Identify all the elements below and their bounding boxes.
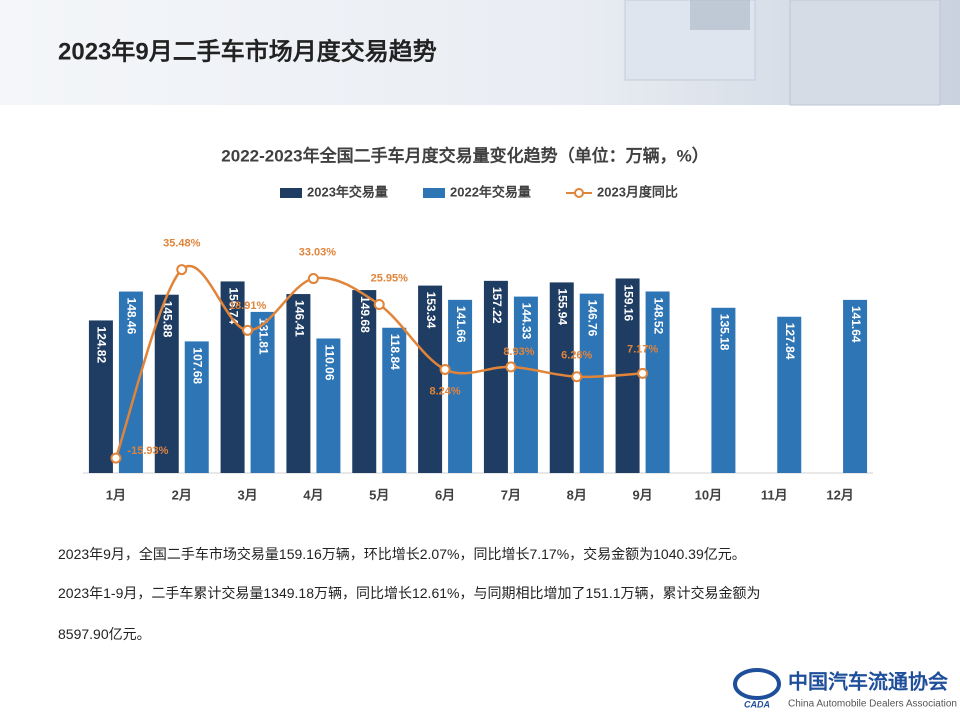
bar (645, 291, 670, 473)
line-value-label: 33.03% (299, 246, 337, 258)
header-cube (690, 0, 750, 30)
paragraph: 8597.90亿元。 (58, 626, 151, 642)
x-tick-label: 3月 (237, 487, 257, 502)
line-value-label: 8.24% (429, 385, 460, 397)
footer-logo-text: CADA (744, 699, 770, 709)
bar (483, 280, 508, 473)
line-value-label: 25.95% (371, 272, 409, 284)
legend-swatch (423, 188, 445, 198)
x-tick-label: 10月 (695, 487, 722, 502)
paragraph: 2023年9月，全国二手车市场交易量159.16万辆，环比增长2.07%，同比增… (58, 546, 746, 562)
line-marker (242, 324, 254, 336)
bar-value-label: 107.68 (191, 347, 205, 384)
bar-value-label: 148.46 (125, 298, 139, 335)
bar (549, 282, 574, 473)
bar (843, 299, 868, 473)
footer-name-en: China Automobile Dealers Association (788, 699, 957, 710)
legend-label: 2022年交易量 (450, 184, 531, 199)
line-marker (110, 452, 122, 464)
x-tick-label: 2月 (172, 487, 192, 502)
line-marker (373, 299, 385, 311)
x-tick-label: 7月 (501, 487, 521, 502)
paragraph: 2023年1-9月，二手车累计交易量1349.18万辆，同比增长12.61%，与… (58, 585, 761, 601)
legend-swatch (280, 188, 302, 198)
footer-name: 中国汽车流通协会 (788, 670, 948, 694)
legend-label: 2023年交易量 (307, 184, 388, 199)
x-tick-label: 8月 (567, 487, 587, 502)
line-value-label: 6.26% (561, 350, 592, 362)
bar-value-label: 110.06 (322, 344, 336, 380)
bar (154, 294, 179, 473)
bar-value-label: 124.82 (95, 326, 109, 363)
bar-value-label: 146.41 (292, 300, 306, 337)
bar (250, 311, 275, 473)
bar-value-label: 157.22 (490, 287, 504, 324)
x-tick-label: 12月 (826, 487, 853, 502)
x-tick-label: 11月 (761, 487, 788, 502)
bar-value-label: 144.33 (520, 303, 534, 340)
bar-value-label: 145.88 (161, 301, 175, 338)
header-cube (789, 0, 941, 106)
bar (711, 307, 736, 473)
bar (220, 281, 245, 473)
x-tick-label: 5月 (369, 487, 389, 502)
line-value-label: 35.48% (163, 237, 201, 249)
x-tick-label: 9月 (632, 487, 652, 502)
bar-value-label: 135.18 (717, 314, 731, 351)
bar (448, 299, 473, 473)
line-value-label: 8.93% (503, 346, 534, 358)
line-marker (637, 367, 649, 379)
bar (418, 285, 443, 473)
bar-value-label: 141.66 (454, 306, 468, 343)
bar (352, 290, 377, 473)
line-value-label: -15.93% (127, 445, 168, 457)
bar-value-label: 141.64 (849, 306, 863, 343)
bar-value-label: 153.34 (424, 292, 438, 329)
bar (286, 294, 311, 473)
line-marker (176, 264, 188, 276)
legend-marker (574, 188, 584, 198)
line-marker (571, 371, 583, 383)
bar-value-label: 155.94 (556, 288, 570, 325)
bar (579, 293, 604, 473)
line-marker (505, 361, 517, 373)
bar (184, 341, 209, 473)
footer-logo (733, 668, 781, 700)
legend-label: 2023月度同比 (597, 184, 678, 199)
line-marker (307, 273, 319, 285)
bar (88, 320, 113, 473)
header-title: 2023年9月二手车市场月度交易趋势 (58, 37, 437, 65)
bar-value-label: 146.76 (586, 300, 600, 337)
bar-value-label: 148.52 (651, 297, 665, 334)
chart-title: 2022-2023年全国二手车月度交易量变化趋势（单位：万辆，%） (221, 145, 708, 165)
x-tick-label: 6月 (435, 487, 455, 502)
line-value-label: 18.91% (229, 300, 267, 312)
bar-value-label: 149.68 (358, 296, 372, 333)
bar-value-label: 118.84 (388, 334, 402, 370)
bar (513, 296, 538, 473)
x-tick-label: 4月 (303, 487, 323, 502)
bar (382, 327, 407, 473)
line-value-label: 7.17% (627, 343, 658, 355)
bar-value-label: 127.84 (783, 323, 797, 360)
bar-value-label: 159.16 (621, 284, 635, 321)
line-marker (439, 363, 451, 375)
bar (777, 316, 802, 473)
x-tick-label: 1月 (106, 487, 126, 502)
bar (316, 338, 341, 473)
